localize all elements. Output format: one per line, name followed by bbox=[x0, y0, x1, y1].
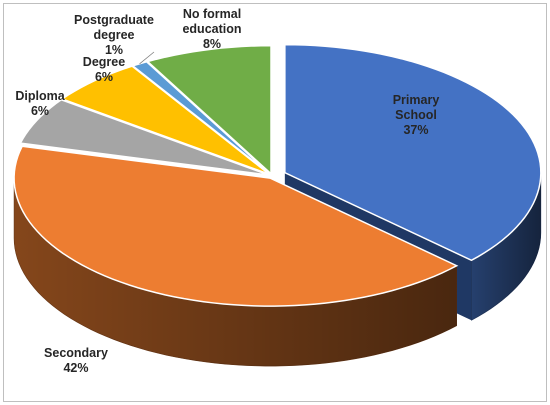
data-label-primary-school: Primary School 37% bbox=[393, 93, 440, 137]
data-label-degree: Degree 6% bbox=[83, 55, 125, 84]
data-label-no-formal-education: No formal education 8% bbox=[182, 7, 241, 51]
pie-chart: Primary School 37% Secondary 42% Diploma 6% Deg… bbox=[13, 7, 542, 375]
slice-top-secondary bbox=[13, 145, 459, 307]
slice-labels: Primary School 37% Secondary 42% Diploma 6% Deg… bbox=[15, 7, 439, 375]
slice-side-shade-0 bbox=[471, 172, 541, 321]
slice-top-no-formal-education bbox=[146, 44, 272, 176]
chart-frame: Primary School 37% Secondary 42% Diploma 6% Deg… bbox=[3, 3, 547, 402]
slice-tops bbox=[13, 43, 542, 307]
leader-line-postgraduate bbox=[139, 51, 155, 65]
slice-top-primary-school bbox=[284, 43, 542, 262]
data-label-secondary: Secondary 42% bbox=[44, 346, 108, 375]
data-label-diploma: Diploma 6% bbox=[15, 89, 65, 118]
slice-top-degree bbox=[60, 65, 270, 175]
data-label-postgraduate-degree: Postgraduate degree 1% bbox=[74, 13, 154, 57]
slice-side-shade-1 bbox=[14, 178, 457, 367]
slice-top-diploma bbox=[19, 98, 269, 176]
